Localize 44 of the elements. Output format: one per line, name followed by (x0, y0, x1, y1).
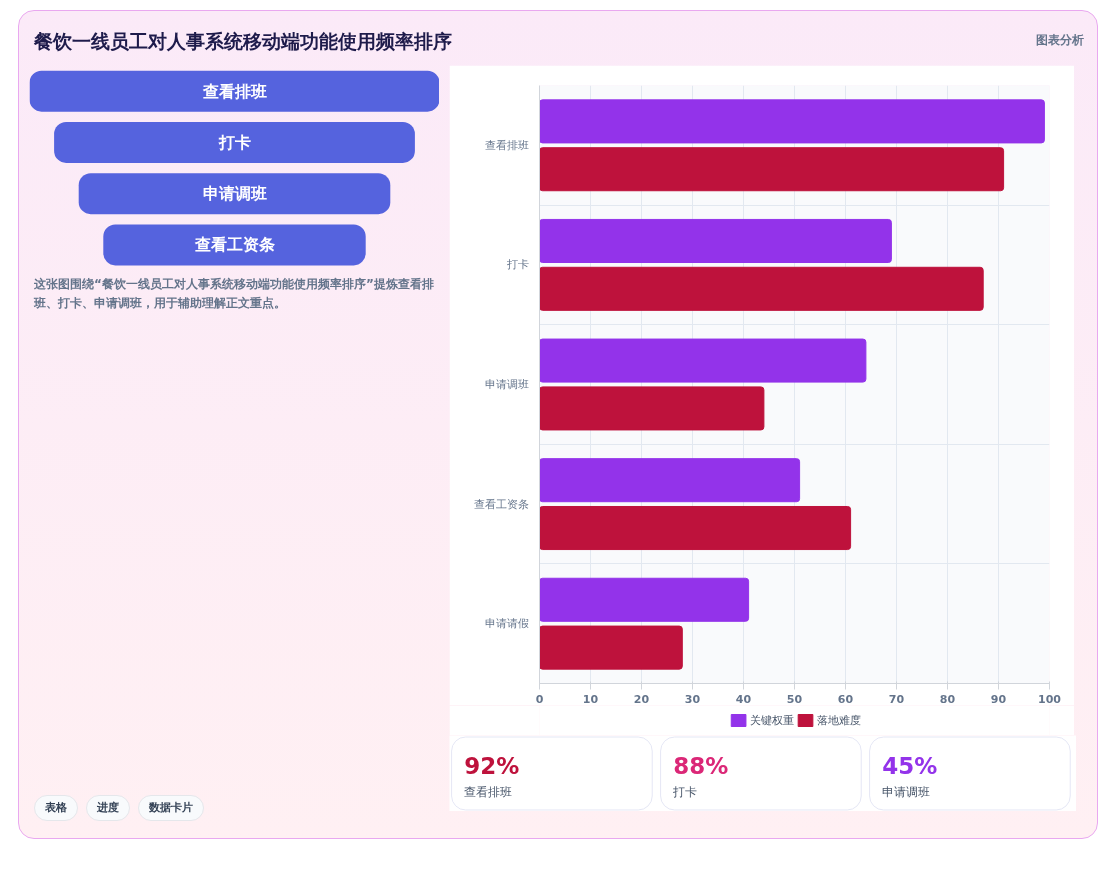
text: 45% (882, 752, 938, 779)
category-label: 打卡 (672, 784, 698, 799)
bar (539, 147, 1005, 192)
bar (539, 218, 892, 264)
y-tick-label: 打卡 (505, 258, 529, 272)
bar (539, 625, 683, 670)
bar (539, 99, 1045, 144)
x-tick-label: 70 (888, 692, 905, 706)
x-tick-label: 60 (837, 692, 854, 706)
bar (539, 266, 984, 311)
x-tick-label: 10 (582, 692, 599, 706)
x-tick-label: 90 (990, 692, 1007, 706)
category-label: 查看工资条 (193, 235, 275, 255)
x-tick-label: 20 (633, 692, 650, 706)
text: 88% (673, 752, 729, 779)
x-tick-label: 30 (684, 692, 701, 706)
legend-label: 落地难度 (816, 714, 861, 727)
bar (539, 338, 867, 383)
text: 92% (464, 752, 520, 779)
text: 图表分析 (1036, 32, 1084, 49)
bar (539, 386, 765, 431)
y-tick-label: 申请请假 (484, 617, 529, 631)
bar (539, 577, 750, 622)
text: 进度 (86, 795, 130, 821)
y-tick-label: 查看排班 (484, 138, 529, 152)
category-label: 打卡 (217, 132, 251, 152)
text: 餐饮一线员工对人事系统移动端功能使用频率排序 (34, 29, 452, 54)
text: 表格 (34, 795, 78, 821)
category-label: 查看排班 (464, 784, 513, 799)
x-tick-label: 100 (1038, 692, 1062, 706)
category-label: 查看排班 (201, 81, 267, 101)
y-tick-label: 申请调班 (484, 378, 529, 391)
bar (539, 458, 801, 503)
x-tick-label: 80 (939, 692, 956, 706)
category-label: 申请调班 (202, 184, 267, 204)
x-tick-label: 50 (786, 692, 803, 706)
x-tick-label: 40 (735, 692, 752, 706)
bar (539, 505, 852, 551)
x-tick-label: 0 (535, 692, 544, 706)
text: 数据卡片 (138, 795, 204, 821)
legend-label: 关键权重 (750, 714, 795, 727)
category-label: 申请调班 (882, 784, 931, 799)
text: 这张图围绕“餐饮一线员工对人事系统移动端功能使用频率排序”提炼查看排班、打卡、申请调班，用于辅助理解正文重点。 (34, 276, 434, 313)
y-tick-label: 查看工资条 (473, 497, 529, 511)
